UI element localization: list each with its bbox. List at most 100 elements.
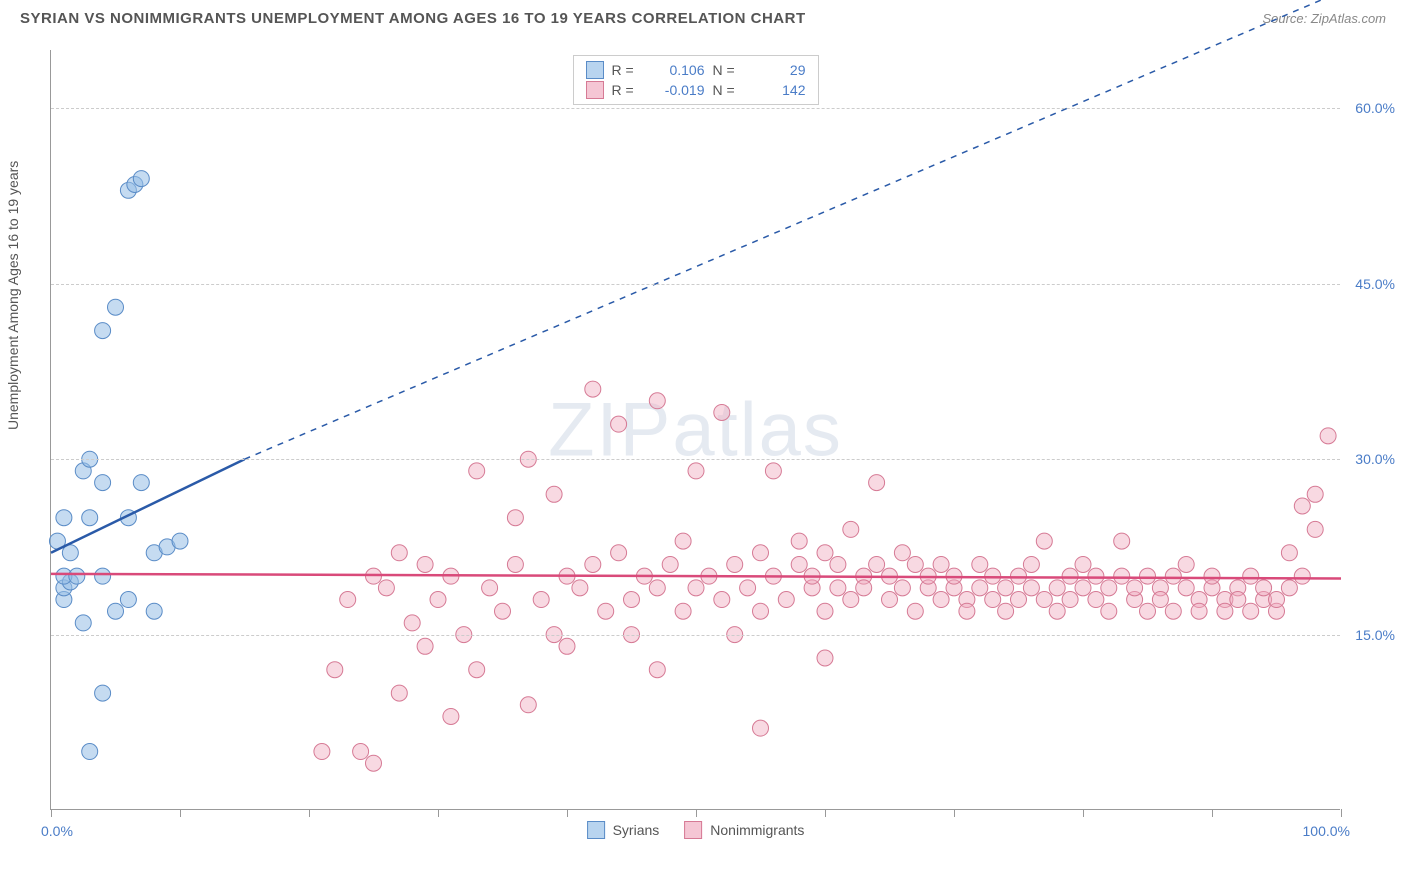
- correlation-legend: R = 0.106 N = 29 R = -0.019 N = 142: [573, 55, 819, 105]
- data-point: [520, 697, 536, 713]
- r-label: R =: [612, 62, 642, 78]
- x-tick: [51, 809, 52, 817]
- data-point: [611, 545, 627, 561]
- data-point: [727, 556, 743, 572]
- data-point: [882, 592, 898, 608]
- data-point: [327, 662, 343, 678]
- data-point: [391, 685, 407, 701]
- data-point: [675, 603, 691, 619]
- data-point: [366, 755, 382, 771]
- data-point: [1307, 486, 1323, 502]
- data-point: [572, 580, 588, 596]
- x-tick: [1212, 809, 1213, 817]
- data-point: [95, 685, 111, 701]
- legend-label-syrians: Syrians: [613, 822, 660, 838]
- data-point: [1269, 592, 1285, 608]
- data-point: [1062, 568, 1078, 584]
- data-point: [894, 580, 910, 596]
- data-point: [120, 592, 136, 608]
- data-point: [469, 463, 485, 479]
- data-point: [907, 603, 923, 619]
- data-point: [585, 556, 601, 572]
- data-point: [998, 580, 1014, 596]
- data-point: [1075, 580, 1091, 596]
- legend-swatch-syrians: [586, 61, 604, 79]
- data-point: [69, 568, 85, 584]
- data-point: [649, 580, 665, 596]
- data-point: [1011, 592, 1027, 608]
- data-point: [649, 393, 665, 409]
- data-point: [740, 580, 756, 596]
- scatter-svg: [51, 50, 1340, 809]
- data-point: [765, 463, 781, 479]
- data-point: [133, 475, 149, 491]
- data-point: [817, 650, 833, 666]
- n-value-nonimmigrants: 142: [751, 82, 806, 98]
- data-point: [417, 556, 433, 572]
- y-tick-label: 15.0%: [1355, 627, 1395, 643]
- y-tick-label: 30.0%: [1355, 451, 1395, 467]
- data-point: [1281, 545, 1297, 561]
- data-point: [843, 592, 859, 608]
- data-point: [1178, 580, 1194, 596]
- data-point: [959, 603, 975, 619]
- n-label: N =: [713, 62, 743, 78]
- legend-label-nonimmigrants: Nonimmigrants: [710, 822, 804, 838]
- data-point: [817, 545, 833, 561]
- data-point: [1140, 603, 1156, 619]
- data-point: [1307, 521, 1323, 537]
- data-point: [933, 592, 949, 608]
- data-point: [82, 510, 98, 526]
- n-value-syrians: 29: [751, 62, 806, 78]
- data-point: [546, 486, 562, 502]
- data-point: [675, 533, 691, 549]
- data-point: [791, 533, 807, 549]
- data-point: [1178, 556, 1194, 572]
- data-point: [443, 708, 459, 724]
- data-point: [1256, 580, 1272, 596]
- data-point: [430, 592, 446, 608]
- legend-item-nonimmigrants: Nonimmigrants: [684, 821, 804, 839]
- x-tick: [696, 809, 697, 817]
- data-point: [624, 592, 640, 608]
- data-point: [688, 463, 704, 479]
- data-point: [1243, 568, 1259, 584]
- x-tick: [1341, 809, 1342, 817]
- data-point: [1152, 592, 1168, 608]
- data-point: [56, 510, 72, 526]
- data-point: [778, 592, 794, 608]
- data-point: [95, 323, 111, 339]
- data-point: [95, 475, 111, 491]
- data-point: [611, 416, 627, 432]
- data-point: [1217, 603, 1233, 619]
- data-point: [585, 381, 601, 397]
- chart-plot-area: ZIPatlas R = 0.106 N = 29 R = -0.019 N =…: [50, 50, 1340, 810]
- data-point: [1088, 592, 1104, 608]
- data-point: [753, 720, 769, 736]
- data-point: [1114, 533, 1130, 549]
- y-axis-label: Unemployment Among Ages 16 to 19 years: [5, 161, 21, 430]
- legend-item-syrians: Syrians: [587, 821, 660, 839]
- data-point: [391, 545, 407, 561]
- gridline: [51, 284, 1340, 285]
- chart-title: SYRIAN VS NONIMMIGRANTS UNEMPLOYMENT AMO…: [20, 10, 806, 27]
- data-point: [559, 638, 575, 654]
- r-value-nonimmigrants: -0.019: [650, 82, 705, 98]
- data-point: [753, 545, 769, 561]
- data-point: [1049, 603, 1065, 619]
- data-point: [469, 662, 485, 678]
- legend-swatch-nonimmigrants: [586, 81, 604, 99]
- data-point: [869, 475, 885, 491]
- data-point: [108, 299, 124, 315]
- data-point: [688, 580, 704, 596]
- data-point: [1165, 603, 1181, 619]
- data-point: [75, 615, 91, 631]
- x-axis-max-label: 100.0%: [1303, 823, 1350, 839]
- legend-swatch-nonimmigrants: [684, 821, 702, 839]
- source-label: Source: ZipAtlas.com: [1262, 11, 1386, 26]
- gridline: [51, 108, 1340, 109]
- data-point: [856, 580, 872, 596]
- data-point: [1062, 592, 1078, 608]
- x-tick: [180, 809, 181, 817]
- data-point: [1191, 603, 1207, 619]
